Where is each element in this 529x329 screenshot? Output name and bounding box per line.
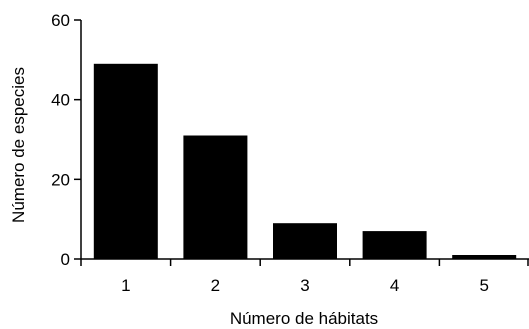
- y-tick-label: 40: [51, 91, 70, 110]
- y-tick-label: 0: [61, 250, 70, 269]
- x-axis: 1 2 3 4 5: [80, 258, 529, 295]
- y-tick-label: 20: [51, 170, 70, 189]
- bar-3: [273, 223, 337, 259]
- x-tick-label-4: 4: [390, 276, 399, 295]
- y-axis: 0 20 40 60: [51, 11, 82, 269]
- bar-5: [452, 255, 517, 259]
- bars-group: [93, 63, 517, 259]
- x-tick-label-1: 1: [121, 276, 130, 295]
- y-tick-label: 60: [51, 11, 70, 30]
- x-tick-label-2: 2: [211, 276, 220, 295]
- x-tick-label-3: 3: [300, 276, 309, 295]
- x-axis-title: Número de hábitats: [230, 309, 378, 328]
- bar-1: [93, 63, 158, 259]
- x-tick-label-5: 5: [479, 276, 488, 295]
- bar-2: [183, 135, 248, 259]
- bar-4: [362, 231, 427, 259]
- y-axis-title: Número de especies: [9, 67, 28, 223]
